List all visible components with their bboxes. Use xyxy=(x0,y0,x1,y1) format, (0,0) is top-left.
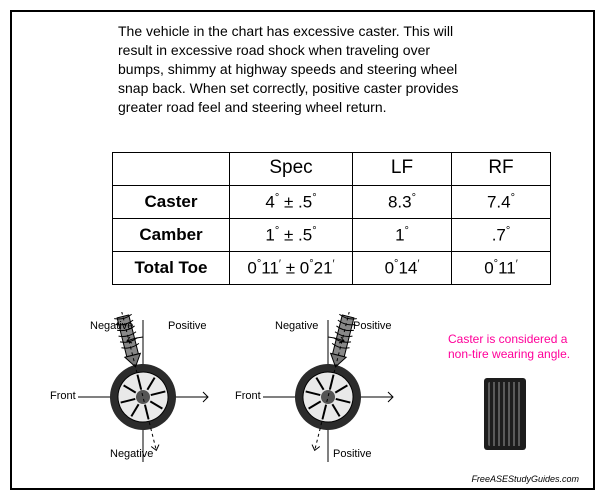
row-camber-label: Camber xyxy=(113,219,230,252)
table-corner xyxy=(113,153,230,186)
top-negative-label: Negative xyxy=(275,320,318,332)
alignment-spec-table: Spec LF RF Caster 4° ± .5° 8.3° 7.4° Cam… xyxy=(112,152,551,285)
caster-note: Caster is considered a non-tire wearing … xyxy=(448,332,588,362)
camber-spec: 1° ± .5° xyxy=(230,219,353,252)
negative-caster-diagram: Front Negative Positive Negative xyxy=(48,312,223,472)
content-frame: The vehicle in the chart has excessive c… xyxy=(10,10,595,490)
camber-rf: .7° xyxy=(452,219,551,252)
tire-wear-area: Caster is considered a non-tire wearing … xyxy=(438,312,578,472)
top-negative-label: Negative xyxy=(90,320,133,332)
toe-rf: 0°11′ xyxy=(452,252,551,285)
bottom-label-neg: Negative xyxy=(110,448,153,460)
bottom-label-pos: Positive xyxy=(333,448,372,460)
table-row: Total Toe 0°11′ ± 0°21′ 0°14′ 0°11′ xyxy=(113,252,551,285)
toe-lf: 0°14′ xyxy=(353,252,452,285)
table-row: Caster 4° ± .5° 8.3° 7.4° xyxy=(113,186,551,219)
caster-rf: 7.4° xyxy=(452,186,551,219)
row-toe-label: Total Toe xyxy=(113,252,230,285)
col-spec: Spec xyxy=(230,153,353,186)
col-lf: LF xyxy=(353,153,452,186)
toe-spec: 0°11′ ± 0°21′ xyxy=(230,252,353,285)
front-label: Front xyxy=(50,390,76,402)
front-label: Front xyxy=(235,390,261,402)
top-positive-label: Positive xyxy=(168,320,207,332)
col-rf: RF xyxy=(452,153,551,186)
caster-spec: 4° ± .5° xyxy=(230,186,353,219)
source-credit: FreeASEStudyGuides.com xyxy=(471,474,579,484)
caster-diagrams: Front Negative Positive Negative xyxy=(48,312,568,472)
table-row: Camber 1° ± .5° 1° .7° xyxy=(113,219,551,252)
tire-top-view-icon xyxy=(484,378,526,450)
top-positive-label: Positive xyxy=(353,320,392,332)
row-caster-label: Caster xyxy=(113,186,230,219)
camber-lf: 1° xyxy=(353,219,452,252)
positive-caster-diagram: Front Negative Positive Positive xyxy=(233,312,408,472)
intro-paragraph: The vehicle in the chart has excessive c… xyxy=(118,22,474,116)
caster-lf: 8.3° xyxy=(353,186,452,219)
